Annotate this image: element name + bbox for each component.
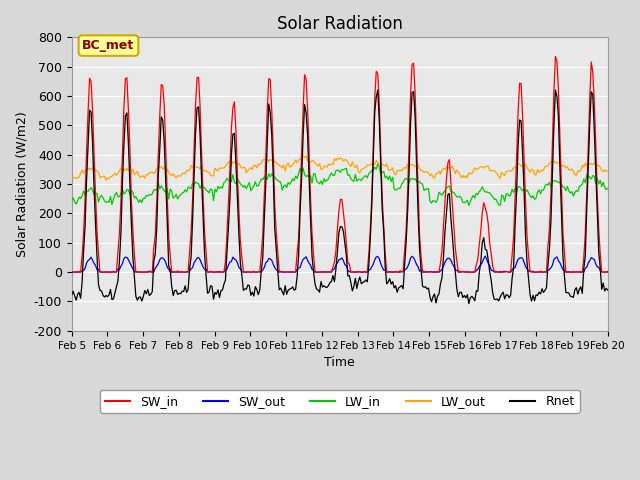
Text: BC_met: BC_met: [83, 39, 134, 52]
X-axis label: Time: Time: [324, 356, 355, 369]
Y-axis label: Solar Radiation (W/m2): Solar Radiation (W/m2): [15, 111, 28, 257]
Legend: SW_in, SW_out, LW_in, LW_out, Rnet: SW_in, SW_out, LW_in, LW_out, Rnet: [100, 390, 580, 413]
Title: Solar Radiation: Solar Radiation: [276, 15, 403, 33]
